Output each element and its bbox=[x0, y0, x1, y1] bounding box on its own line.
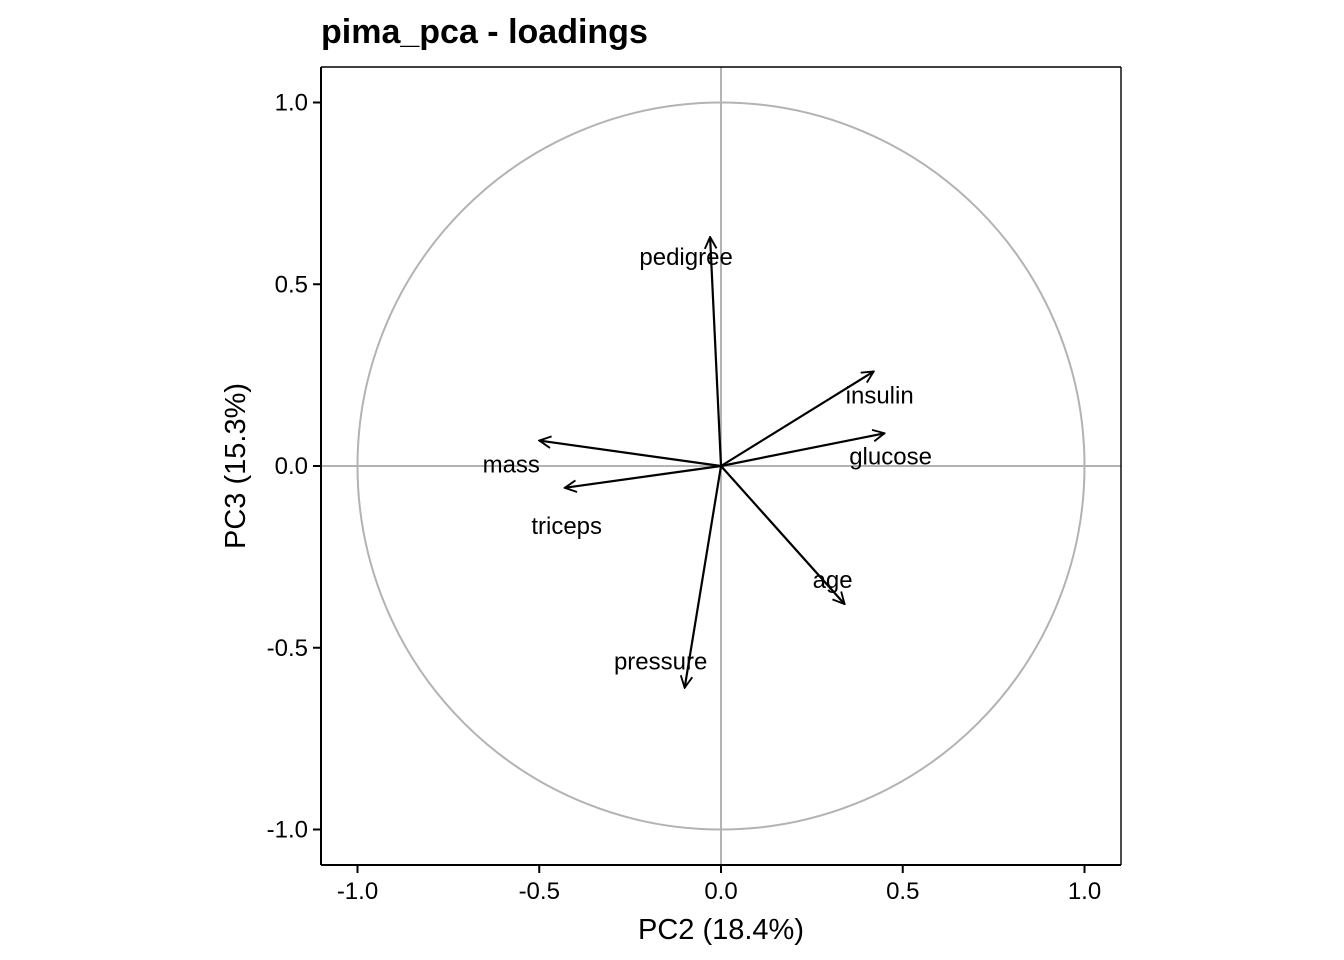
loading-label-pressure: pressure bbox=[614, 649, 707, 676]
loading-label-glucose: glucose bbox=[849, 443, 932, 470]
loading-label-mass: mass bbox=[483, 452, 540, 479]
loading-label-pedigree: pedigree bbox=[639, 244, 732, 271]
loading-arrow-glucose bbox=[720, 433, 885, 468]
y-tick-label: -0.5 bbox=[267, 635, 308, 662]
loading-arrow-triceps bbox=[565, 464, 722, 488]
loading-arrow-pedigree bbox=[710, 237, 723, 467]
loading-arrows bbox=[539, 237, 884, 688]
loading-arrow-insulin bbox=[720, 371, 874, 467]
x-axis-ticks: -1.0 -0.5 0.0 0.5 1.0 bbox=[337, 865, 1101, 905]
loading-label-triceps: triceps bbox=[531, 513, 602, 540]
loading-label-insulin: insulin bbox=[846, 382, 914, 409]
loading-labels: pedigree insulin glucose mass triceps age pres… bbox=[483, 244, 932, 676]
loading-arrow-age bbox=[720, 465, 845, 604]
y-axis-title: PC3 (15.3%) bbox=[220, 383, 252, 549]
loading-arrow-pressure bbox=[685, 465, 723, 688]
x-tick-label: 0.0 bbox=[704, 878, 737, 905]
x-tick-label: 0.5 bbox=[886, 878, 919, 905]
loading-label-age: age bbox=[813, 567, 853, 594]
x-tick-label: -1.0 bbox=[337, 878, 378, 905]
y-tick-label: 1.0 bbox=[275, 90, 308, 117]
unit-circle bbox=[356, 101, 1086, 831]
x-tick-label: -0.5 bbox=[519, 878, 560, 905]
y-tick-label: 0.5 bbox=[275, 271, 308, 298]
x-axis-title: PC2 (18.4%) bbox=[638, 914, 804, 946]
y-tick-label: -1.0 bbox=[267, 817, 308, 844]
axes: -1.0 -0.5 0.0 0.5 1.0 1.0 0.5 0.0 -0.5 -1.0 bbox=[267, 66, 1122, 905]
chart-title: pima_pca - loadings bbox=[321, 13, 648, 51]
x-tick-label: 1.0 bbox=[1068, 878, 1101, 905]
y-axis-ticks: 1.0 0.5 0.0 -0.5 -1.0 bbox=[267, 90, 321, 844]
loading-arrow-mass bbox=[539, 441, 722, 468]
y-tick-label: 0.0 bbox=[275, 453, 308, 480]
plot-area: pedigree insulin glucose mass triceps age pres… bbox=[321, 67, 1121, 865]
